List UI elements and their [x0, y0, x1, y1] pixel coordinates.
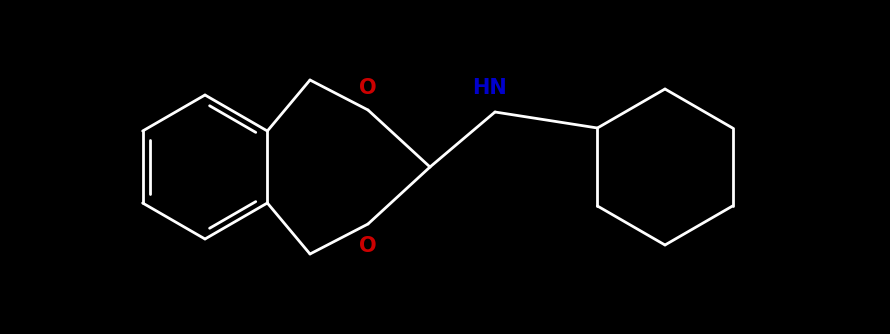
Text: HN: HN	[473, 78, 507, 98]
Text: O: O	[360, 78, 376, 98]
Text: O: O	[360, 236, 376, 256]
